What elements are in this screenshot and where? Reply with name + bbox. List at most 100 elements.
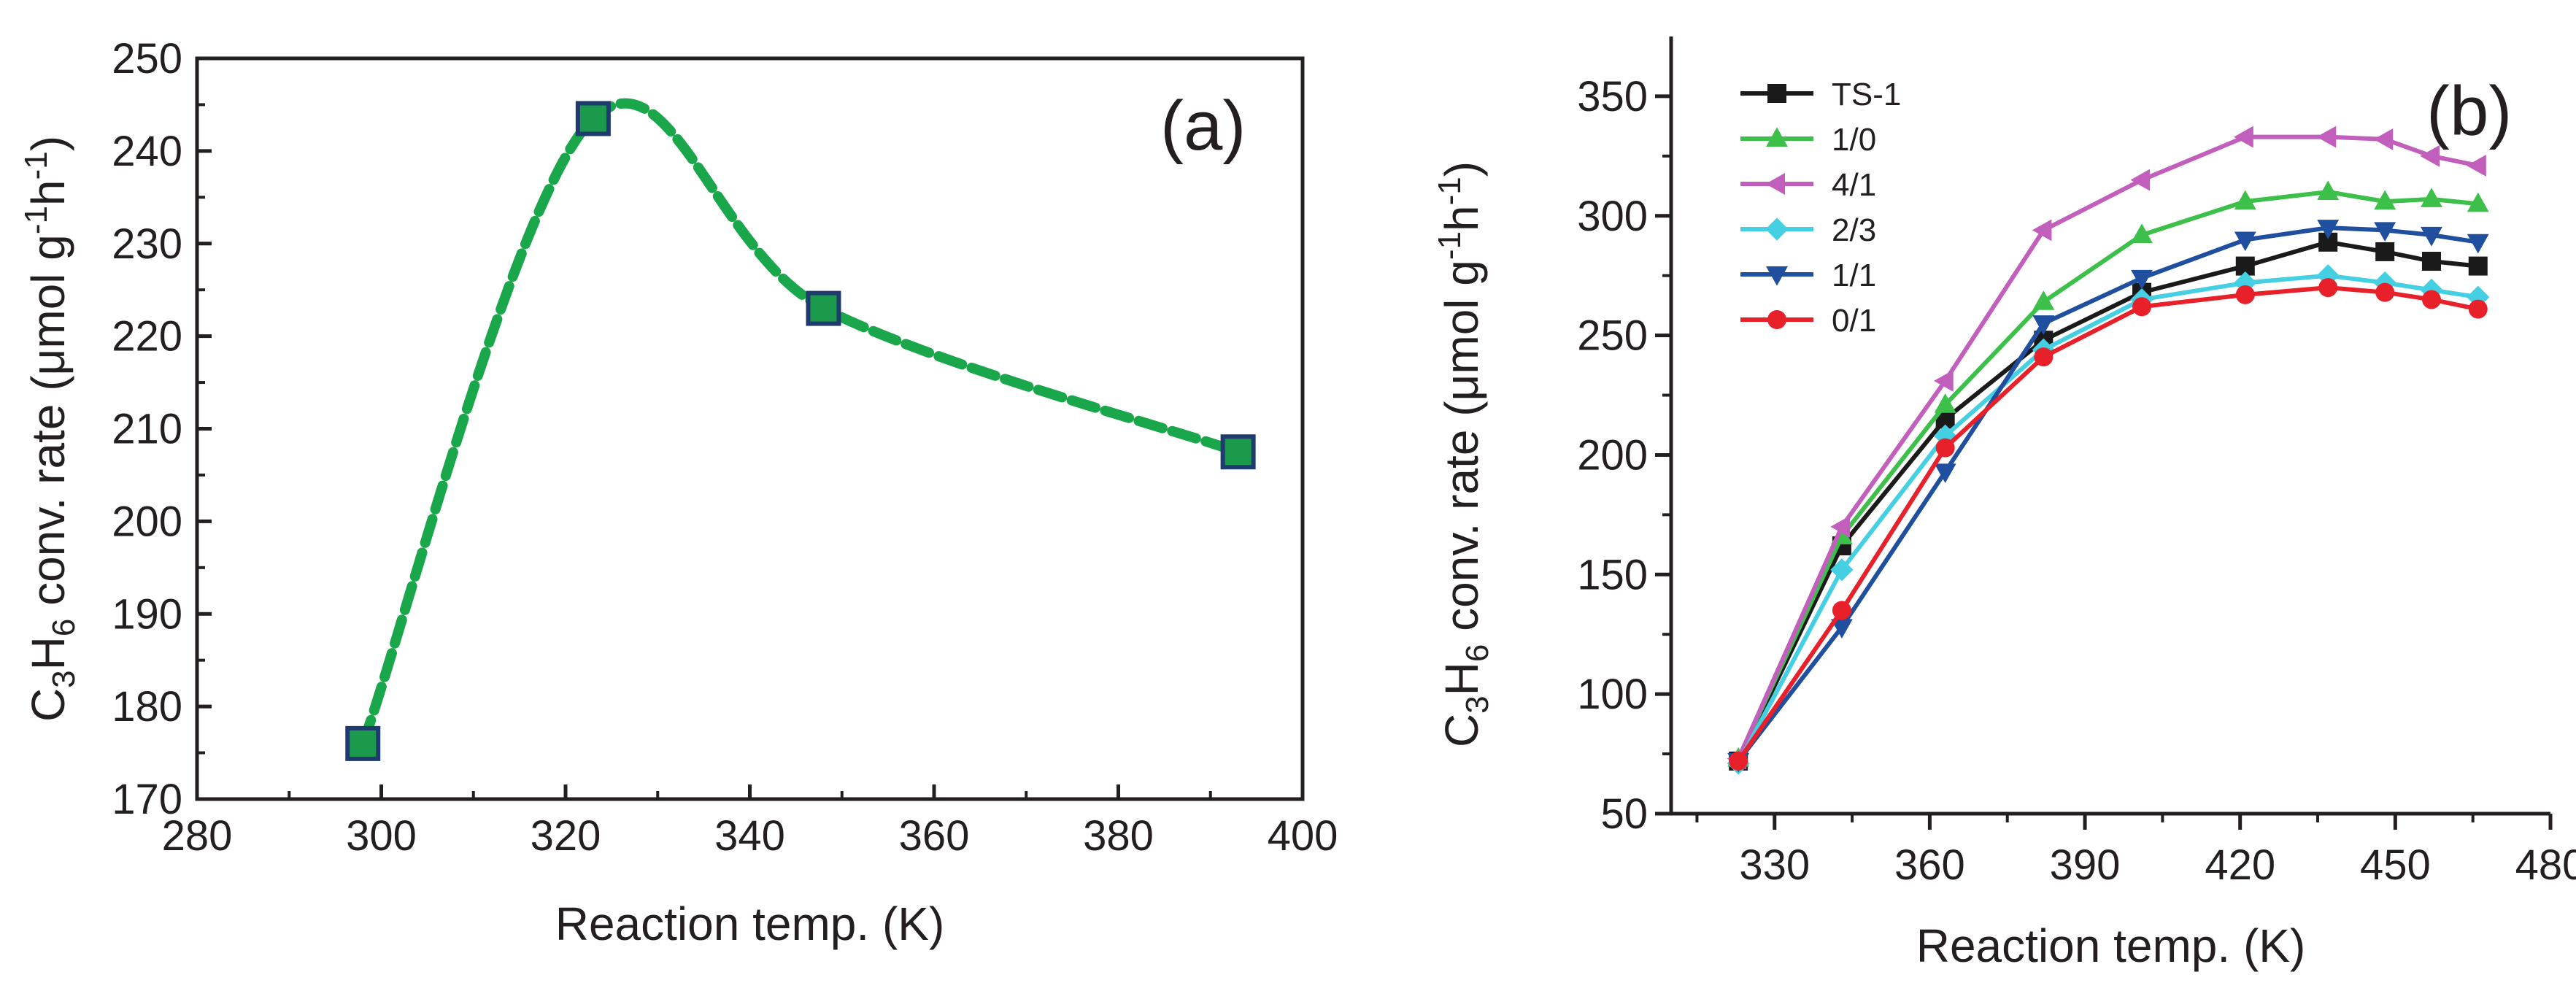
data-point-1/0 [2032,290,2055,310]
y-tick-label: 230 [112,220,182,268]
ylabel-sub-6: 6 [1459,644,1495,662]
data-point-0/1 [2235,285,2255,304]
panel-a-x-axis-title: Reaction temp. (K) [555,898,945,950]
y-tick-label: 150 [1577,551,1648,598]
panel-a-chart: 280 300 320 340 360 380 400 170 180 190 200 210 220 2… [18,35,1338,950]
ylabel-close: ) [22,136,74,151]
panel-b-x-axis-title: Reaction temp. (K) [1916,919,2306,972]
data-point-1/1 [2467,234,2489,254]
panel-b-plot-area [1727,126,2490,775]
y-tick-label: 250 [1577,312,1648,360]
ylabel-sub-3: 3 [46,670,82,687]
legend-marker-0/1 [1767,310,1786,329]
legend-label-2/3: 2/3 [1832,212,1876,248]
data-point-1/1 [1830,619,1853,639]
data-point-1/0 [2374,190,2396,210]
ylabel-close: ) [1435,161,1488,177]
data-point-TS-1 [2375,242,2395,261]
legend-label-TS-1: TS-1 [1832,77,1901,112]
data-point-2/3 [1830,558,1854,582]
y-tick-label: 190 [112,590,182,638]
data-point-1/0 [1934,393,1956,413]
x-tick-label: 330 [1739,841,1810,889]
ylabel-sup-1: -1 [18,206,54,234]
x-tick-label: 480 [2515,841,2576,889]
data-point-0/1 [1832,601,1851,620]
data-point-0/1 [1729,751,1748,771]
y-tick-label: 220 [112,313,182,360]
panel-a-plot-area [345,98,1256,761]
data-point-1/1 [2131,269,2153,290]
ylabel-sup-1: -1 [1432,231,1468,260]
legend-marker-TS-1 [1767,84,1786,103]
y-tick-label: 350 [1577,73,1648,120]
data-point-1/1 [2032,315,2055,335]
panel-a-label: (a) [1160,87,1246,165]
series-line-2/3 [1736,273,2479,765]
panel-a-ticks: 280 300 320 340 360 380 400 170 180 190 200 210 220 2… [112,35,1338,860]
x-tick-label: 360 [899,812,970,860]
data-point-4/1 [2467,155,2486,177]
data-point-square [806,290,841,326]
series-line-0/1 [1736,285,2479,763]
data-point-square [345,725,381,761]
ylabel-sup-2: -1 [18,151,54,180]
data-point-0/1 [2132,297,2152,317]
x-tick-label: 420 [2205,841,2275,889]
data-point-4/1 [2373,128,2394,150]
panel-a-y-axis-title: C3H6 conv. rate (μmol g-1h-1) [18,136,82,722]
y-tick-label: 300 [1577,193,1648,240]
y-tick-label: 210 [112,406,182,453]
panel-b-legend: TS-1 1/0 4/1 2/3 1/1 0/1 [1740,77,1901,339]
data-point-0/1 [1935,438,1955,458]
ylabel-sub-3: 3 [1459,695,1495,713]
data-point-0/1 [2375,282,2395,302]
data-point-1/1 [2421,226,2442,247]
x-tick-label: 300 [346,812,417,860]
series-line-TS-1 [1736,239,2479,763]
ylabel-sub-6: 6 [46,619,82,636]
ylabel-c: C [22,688,74,722]
data-point-4/1 [2316,126,2337,148]
data-point-1/0 [2234,190,2256,210]
series-line-4/1 [1736,134,2479,760]
panel-b-y-axis-title: C3H6 conv. rate (μmol g-1h-1) [1432,161,1495,747]
data-point-4/1 [1934,369,1954,392]
ylabel-rest: conv. rate (μmol g [1435,260,1488,644]
data-point-4/1 [2420,144,2440,167]
y-tick-label: 240 [112,128,182,175]
ylabel-sup-2: -1 [1432,177,1468,205]
panel-b-label: (b) [2426,72,2512,150]
legend-marker-2/3 [1765,217,1789,241]
legend-label-0/1: 0/1 [1832,303,1876,339]
data-point-TS-1 [2421,252,2441,271]
data-point-1/0 [2421,188,2442,207]
data-point-1/1 [2317,220,2340,239]
panel-b-ticks: 330 360 390 420 450 480 50 100 150 200 250 300 350 [1577,73,2576,889]
data-point-0/1 [2034,347,2054,367]
legend-marker-1/0 [1766,127,1788,147]
legend-marker-4/1 [1765,173,1786,195]
x-tick-label: 340 [714,812,785,860]
y-tick-label: 200 [1577,431,1648,479]
data-point-1/0 [2131,223,2153,244]
data-point-4/1 [2032,219,2052,242]
data-point-square [575,101,611,136]
x-tick-label: 380 [1083,812,1154,860]
legend-label-4/1: 4/1 [1832,167,1876,203]
data-point-0/1 [2468,299,2488,319]
ylabel-h: H [22,636,74,670]
panel-a-axes-frame [195,56,1305,801]
series-dashed-curve [358,98,1243,749]
legend-label-1/0: 1/0 [1832,122,1876,158]
data-point-TS-1 [2468,256,2488,276]
data-point-0/1 [2318,278,2338,298]
y-tick-label: 250 [112,35,182,82]
ylabel-h2: h [1435,205,1488,231]
data-point-4/1 [1830,515,1850,538]
ylabel-h: H [1435,662,1488,695]
data-point-1/1 [2234,231,2256,252]
data-point-1/0 [2467,192,2489,212]
data-point-1/1 [2374,222,2396,242]
